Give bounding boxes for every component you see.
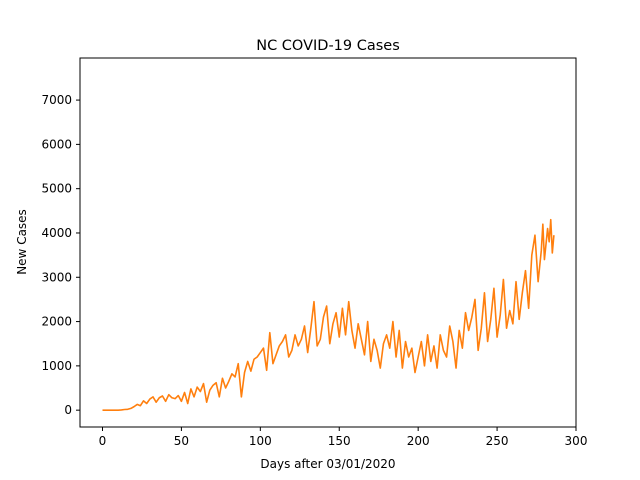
series-line <box>102 218 555 411</box>
y-tick-label: 7000 <box>41 93 72 107</box>
x-tick-label: 250 <box>486 434 509 448</box>
y-tick-label: 5000 <box>41 182 72 196</box>
y-tick-label: 2000 <box>41 315 72 329</box>
y-tick-label: 1000 <box>41 359 72 373</box>
x-tick-label: 0 <box>99 434 107 448</box>
x-tick-label: 150 <box>328 434 351 448</box>
x-tick-label: 300 <box>565 434 588 448</box>
plot-series-layer <box>102 218 555 411</box>
x-axis-label: Days after 03/01/2020 <box>260 457 395 471</box>
x-tick-label: 50 <box>174 434 189 448</box>
y-tick-label: 0 <box>64 403 72 417</box>
y-axis: 0 1000 2000 3000 4000 5000 6000 7000 <box>41 93 80 417</box>
y-tick-label: 3000 <box>41 270 72 284</box>
y-axis-label: New Cases <box>15 209 29 275</box>
x-axis: 0 50 100 150 200 250 300 <box>99 427 588 448</box>
y-tick-label: 4000 <box>41 226 72 240</box>
chart-title: NC COVID-19 Cases <box>256 38 400 54</box>
x-tick-label: 100 <box>249 434 272 448</box>
x-tick-label: 200 <box>407 434 430 448</box>
y-tick-label: 6000 <box>41 137 72 151</box>
axes-frame <box>79 57 577 428</box>
